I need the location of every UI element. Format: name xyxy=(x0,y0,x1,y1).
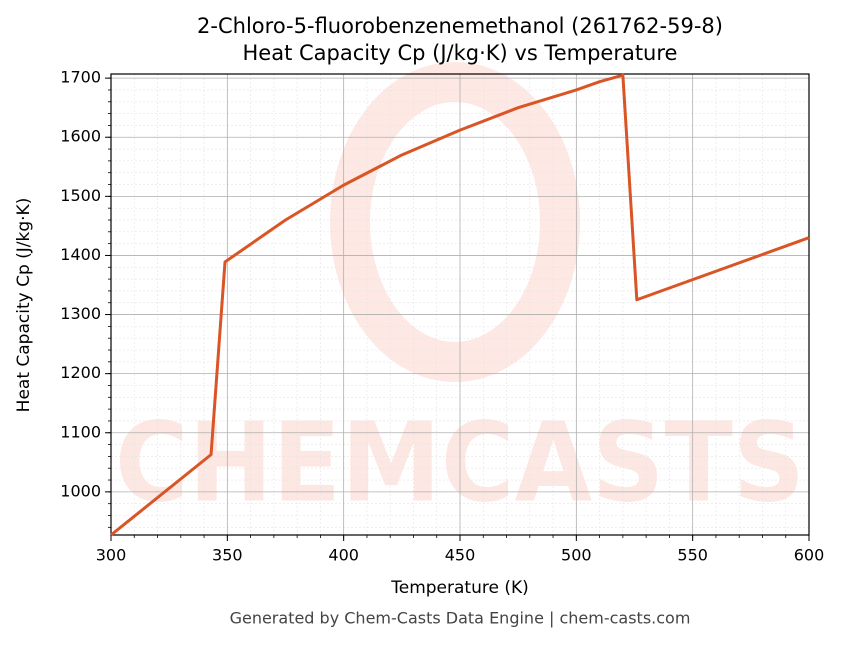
x-tick-label: 350 xyxy=(212,546,243,565)
chart-subtitle: Heat Capacity Cp (J/kg·K) vs Temperature xyxy=(243,41,678,65)
y-tick-label: 1100 xyxy=(60,422,101,441)
y-tick-label: 1700 xyxy=(60,68,101,87)
y-tick-label: 1000 xyxy=(60,481,101,500)
x-tick-label: 600 xyxy=(794,546,825,565)
x-tick-label: 500 xyxy=(561,546,592,565)
x-tick-label: 450 xyxy=(445,546,476,565)
series-line xyxy=(110,73,810,537)
plot-frame xyxy=(110,73,810,536)
y-axis-label: Heat Capacity Cp (J/kg·K) xyxy=(14,198,34,413)
y-tick-label: 1200 xyxy=(60,363,101,382)
y-tick-label: 1300 xyxy=(60,304,101,323)
y-tick-label: 1500 xyxy=(60,186,101,205)
x-tick-label: 400 xyxy=(328,546,359,565)
x-axis-label: Temperature (K) xyxy=(390,578,529,598)
watermark-logo xyxy=(330,62,580,382)
y-tick-label: 1600 xyxy=(60,127,101,146)
chart-title: 2-Chloro-5-fluorobenzenemethanol (261762… xyxy=(197,14,723,38)
x-tick-label: 300 xyxy=(96,546,127,565)
y-tick-label: 1400 xyxy=(60,245,101,264)
x-tick-label: 550 xyxy=(677,546,708,565)
footer: Generated by Chem-Casts Data Engine | ch… xyxy=(230,609,691,628)
